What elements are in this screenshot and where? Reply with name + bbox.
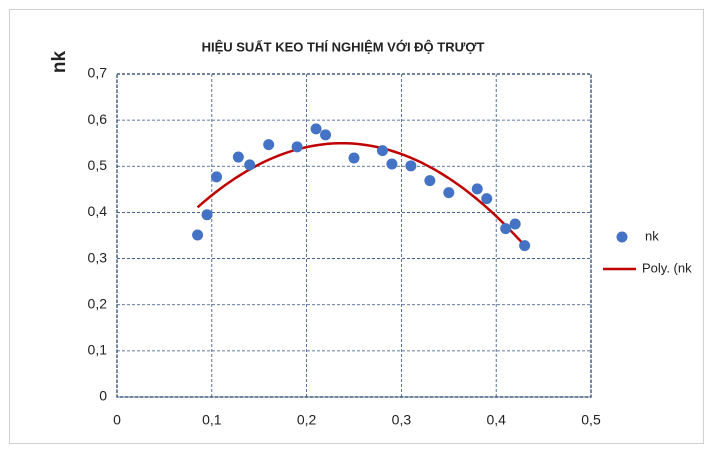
data-point — [443, 187, 455, 199]
data-point — [500, 223, 512, 235]
legend-label: nk — [645, 228, 659, 243]
plot-frame — [116, 73, 592, 398]
y-tick-label: 0,6 — [88, 111, 108, 127]
data-point — [211, 171, 223, 183]
data-point — [481, 193, 493, 205]
data-point — [519, 240, 531, 252]
data-point — [201, 209, 213, 221]
x-tick-label: 0,1 — [202, 412, 222, 428]
y-tick-label: 0,5 — [88, 157, 108, 173]
data-point — [310, 123, 322, 135]
x-tick-label: 0,4 — [486, 412, 506, 428]
data-point — [263, 139, 275, 151]
y-tick-label: 0,1 — [88, 342, 108, 358]
data-point — [405, 160, 417, 172]
data-point — [386, 158, 398, 170]
chart-frame — [9, 9, 704, 444]
x-tick-label: 0,2 — [297, 412, 317, 428]
y-tick-label: 0,3 — [88, 249, 108, 265]
data-point — [376, 145, 388, 157]
data-point — [192, 229, 204, 241]
x-tick-label: 0 — [113, 412, 121, 428]
data-point — [509, 218, 521, 230]
data-point — [424, 175, 436, 187]
data-point — [244, 159, 256, 171]
y-tick-label: 0,7 — [88, 65, 108, 81]
data-point — [471, 183, 483, 195]
data-point — [232, 151, 244, 163]
data-point — [348, 152, 360, 164]
chart-title: HIỆU SUẤT KEO THÍ NGHIỆM VỚI ĐỘ TRƯỢT — [202, 39, 485, 54]
y-tick-label: 0,2 — [88, 295, 108, 311]
y-tick-label: 0,4 — [88, 203, 108, 219]
data-point — [320, 129, 332, 141]
y-axis-label: nk — [49, 50, 70, 73]
data-point — [291, 141, 303, 153]
x-tick-label: 0,5 — [581, 412, 601, 428]
legend-label: Poly. (nk — [642, 260, 692, 275]
legend-marker — [616, 231, 628, 243]
x-tick-label: 0,3 — [392, 412, 412, 428]
y-tick-label: 0 — [99, 388, 107, 404]
